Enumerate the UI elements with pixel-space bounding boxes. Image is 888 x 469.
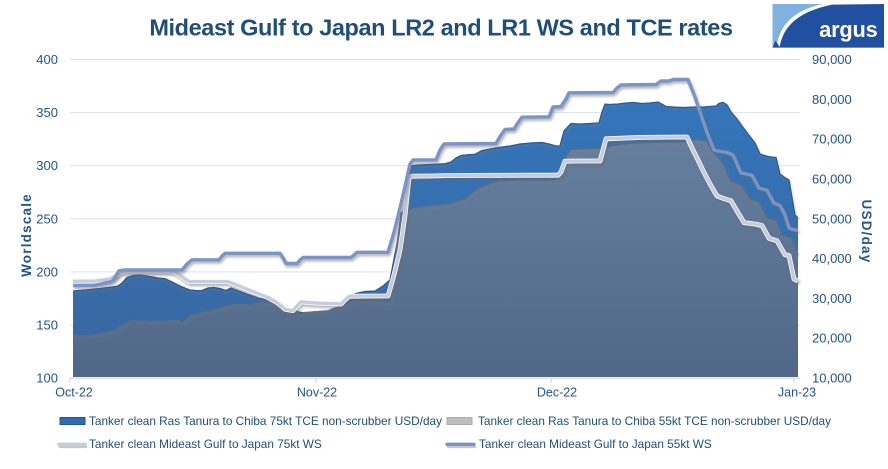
svg-text:150: 150 <box>36 318 58 333</box>
svg-text:60,000: 60,000 <box>812 171 852 186</box>
svg-text:Mideast Gulf to Japan LR2 and: Mideast Gulf to Japan LR2 and LR1 WS and… <box>149 15 733 41</box>
svg-text:Nov-22: Nov-22 <box>297 386 337 400</box>
svg-text:80,000: 80,000 <box>812 92 852 107</box>
svg-text:Worldscale: Worldscale <box>19 193 34 277</box>
svg-text:90,000: 90,000 <box>812 52 852 67</box>
svg-text:30,000: 30,000 <box>812 291 852 306</box>
svg-text:40,000: 40,000 <box>812 251 852 266</box>
svg-text:350: 350 <box>36 105 58 120</box>
svg-text:50,000: 50,000 <box>812 211 852 226</box>
svg-text:200: 200 <box>36 264 58 279</box>
svg-text:100: 100 <box>36 371 58 386</box>
svg-text:20,000: 20,000 <box>812 331 852 346</box>
svg-text:10,000: 10,000 <box>812 371 852 386</box>
svg-text:70,000: 70,000 <box>812 132 852 147</box>
svg-text:250: 250 <box>36 211 58 226</box>
svg-text:Jan-23: Jan-23 <box>778 386 816 400</box>
svg-text:argus: argus <box>819 17 877 42</box>
svg-text:Tanker clean Ras Tanura to Chi: Tanker clean Ras Tanura to Chiba 75kt TC… <box>89 414 442 428</box>
svg-text:400: 400 <box>36 52 58 67</box>
svg-text:Dec-22: Dec-22 <box>537 386 577 400</box>
svg-text:USD/day: USD/day <box>859 200 874 264</box>
svg-text:Oct-22: Oct-22 <box>55 386 93 400</box>
svg-text:Tanker clean Mideast Gulf to J: Tanker clean Mideast Gulf to Japan 55kt … <box>479 437 712 451</box>
svg-text:300: 300 <box>36 158 58 173</box>
svg-text:Tanker clean Mideast Gulf to J: Tanker clean Mideast Gulf to Japan 75kt … <box>89 437 322 451</box>
svg-text:Tanker clean Ras Tanura to Chi: Tanker clean Ras Tanura to Chiba 55kt TC… <box>478 414 831 428</box>
